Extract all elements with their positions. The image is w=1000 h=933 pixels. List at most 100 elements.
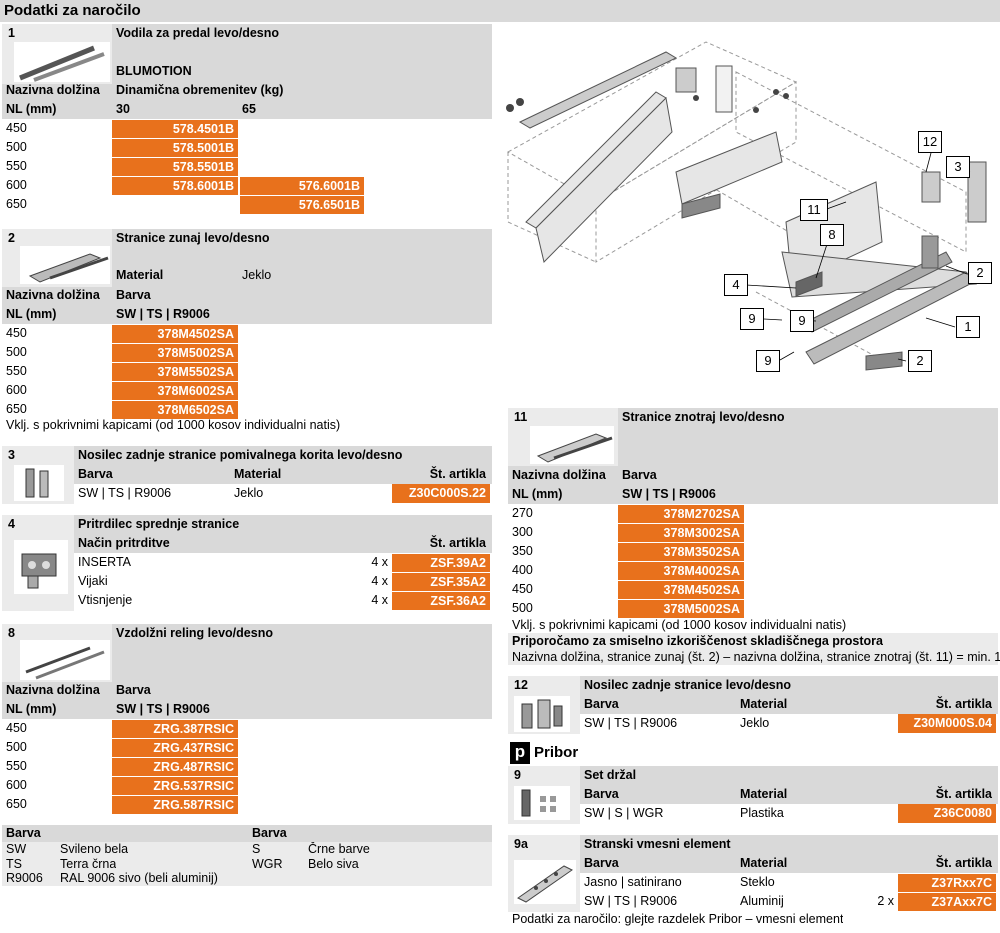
article-number: 576.6001B xyxy=(240,177,364,195)
section-number: 12 xyxy=(514,678,528,692)
article-number: ZRG.487RSIC xyxy=(112,758,238,776)
header-article: Št. artikla xyxy=(429,467,486,481)
article-number: 578.5001B xyxy=(112,139,238,157)
section-number: 2 xyxy=(8,231,15,245)
header-material: Material xyxy=(740,856,788,870)
nl-value: 650 xyxy=(6,402,27,416)
header-colors: SW | TS | R9006 xyxy=(116,307,210,321)
section-note: Podatki za naročilo: glejte razdelek Pri… xyxy=(512,912,844,926)
section-note: Vklj. s pokrivnimi kapicami (od 1000 kos… xyxy=(6,418,341,432)
nl-value: 350 xyxy=(512,544,533,558)
article-number: ZRG.537RSIC xyxy=(112,777,238,795)
header-article: Št. artikla xyxy=(429,536,486,550)
callout-8: 8 xyxy=(820,224,844,246)
barva-value: Jasno | satinirano xyxy=(584,875,682,889)
article-number: 578.5501B xyxy=(112,158,238,176)
nl-value: 400 xyxy=(512,563,533,577)
article-number: 378M5502SA xyxy=(112,363,238,381)
header-material: Material xyxy=(740,787,788,801)
section-note: Vklj. s pokrivnimi kapicami (od 1000 kos… xyxy=(512,618,847,632)
section-name: Pritrdilec sprednje stranice xyxy=(78,517,240,531)
material-label: Material xyxy=(116,268,164,282)
legend-header: Barva xyxy=(6,826,41,840)
legend-description: RAL 9006 sivo (beli aluminij) xyxy=(60,871,218,885)
header-article: Št. artikla xyxy=(935,856,992,870)
callout-11: 11 xyxy=(800,199,828,221)
nl-value: 550 xyxy=(6,364,27,378)
nl-value: 450 xyxy=(512,582,533,596)
back-bracket-thumbnail xyxy=(514,696,570,732)
article-number: 578.4501B xyxy=(112,120,238,138)
nl-value: 650 xyxy=(6,797,27,811)
article-number: 378M5002SA xyxy=(112,344,238,362)
divider-element-thumbnail xyxy=(514,860,576,904)
nl-value: 450 xyxy=(6,326,27,340)
header-30: 30 xyxy=(116,102,130,116)
article-number: 378M4002SA xyxy=(618,562,744,580)
outer-side-thumbnail xyxy=(20,246,110,284)
callout-3: 3 xyxy=(946,156,970,178)
article-number: ZRG.437RSIC xyxy=(112,739,238,757)
article-number: Z37Rxx7C xyxy=(898,874,996,892)
header-article: Št. artikla xyxy=(935,787,992,801)
nl-value: 550 xyxy=(6,159,27,173)
header-nl: Nazivna dolžina xyxy=(512,468,606,482)
header-material: Material xyxy=(234,467,282,481)
header-nl-mm: NL (mm) xyxy=(512,487,563,501)
variant-label: BLUMOTION xyxy=(116,64,192,78)
article-number: 378M4502SA xyxy=(618,581,744,599)
article-number: 578.6001B xyxy=(112,177,238,195)
holder-set-thumbnail xyxy=(514,786,570,820)
barva-value: SW | S | WGR xyxy=(584,806,664,820)
header-barva: Barva xyxy=(78,467,113,481)
quantity-value: 4 x xyxy=(371,574,388,588)
material-value: Aluminij xyxy=(740,894,784,908)
section-name: Nosilec zadnje stranice pomivalnega kori… xyxy=(78,448,403,462)
section-name: Stranice zunaj levo/desno xyxy=(116,231,270,245)
page-title: Podatki za naročilo xyxy=(0,0,1000,22)
header-nl-mm: NL (mm) xyxy=(6,307,57,321)
nl-value: 270 xyxy=(512,506,533,520)
nl-value: 450 xyxy=(6,721,27,735)
article-number: ZRG.587RSIC xyxy=(112,796,238,814)
header-nacin: Način pritrditve xyxy=(78,536,170,550)
legend-code: TS xyxy=(6,856,22,871)
article-number: 378M6002SA xyxy=(112,382,238,400)
legend-code: WGR xyxy=(252,856,283,871)
header-barva: Barva xyxy=(584,787,619,801)
section-number: 9 xyxy=(514,768,521,782)
barva-value: SW | TS | R9006 xyxy=(584,894,678,908)
nl-value: 650 xyxy=(6,197,27,211)
quantity-value: 4 x xyxy=(371,593,388,607)
front-fixing-thumbnail xyxy=(14,540,68,594)
material-value: Plastika xyxy=(740,806,784,820)
article-number: 378M4502SA xyxy=(112,325,238,343)
legend-code: R9006 xyxy=(6,871,43,885)
nl-value: 550 xyxy=(6,759,27,773)
material-value: Jeklo xyxy=(242,268,272,282)
section-name: Stranski vmesni element xyxy=(584,837,731,851)
material-value: Jeklo xyxy=(740,716,770,730)
inner-side-thumbnail xyxy=(530,426,614,464)
nl-value: 600 xyxy=(6,178,27,192)
header-article: Št. artikla xyxy=(935,697,992,711)
nl-value: 500 xyxy=(6,740,27,754)
nl-value: 500 xyxy=(6,140,27,154)
header-barva: Barva xyxy=(116,683,151,697)
exploded-drawer-diagram: 12 3 11 8 2 4 9 9 1 9 2 xyxy=(506,22,1000,402)
article-number: ZSF.39A2 xyxy=(392,554,490,572)
legend-code: SW xyxy=(6,842,27,856)
article-number: ZSF.36A2 xyxy=(392,592,490,610)
legend-description: Belo siva xyxy=(308,856,359,871)
callout-4: 4 xyxy=(724,274,748,296)
header-barva: Barva xyxy=(622,468,657,482)
section-name: Set držal xyxy=(584,768,637,782)
recommendation-text: Nazivna dolžina, stranice zunaj (št. 2) … xyxy=(512,650,1000,664)
header-barva: Barva xyxy=(584,856,619,870)
header-nl: Nazivna dolžina xyxy=(6,683,100,697)
nl-value: 600 xyxy=(6,383,27,397)
article-number: ZRG.387RSIC xyxy=(112,720,238,738)
header-colors: SW | TS | R9006 xyxy=(622,487,716,501)
drawer-runner-thumbnail xyxy=(14,42,110,82)
barva-value: SW | TS | R9006 xyxy=(78,486,172,500)
